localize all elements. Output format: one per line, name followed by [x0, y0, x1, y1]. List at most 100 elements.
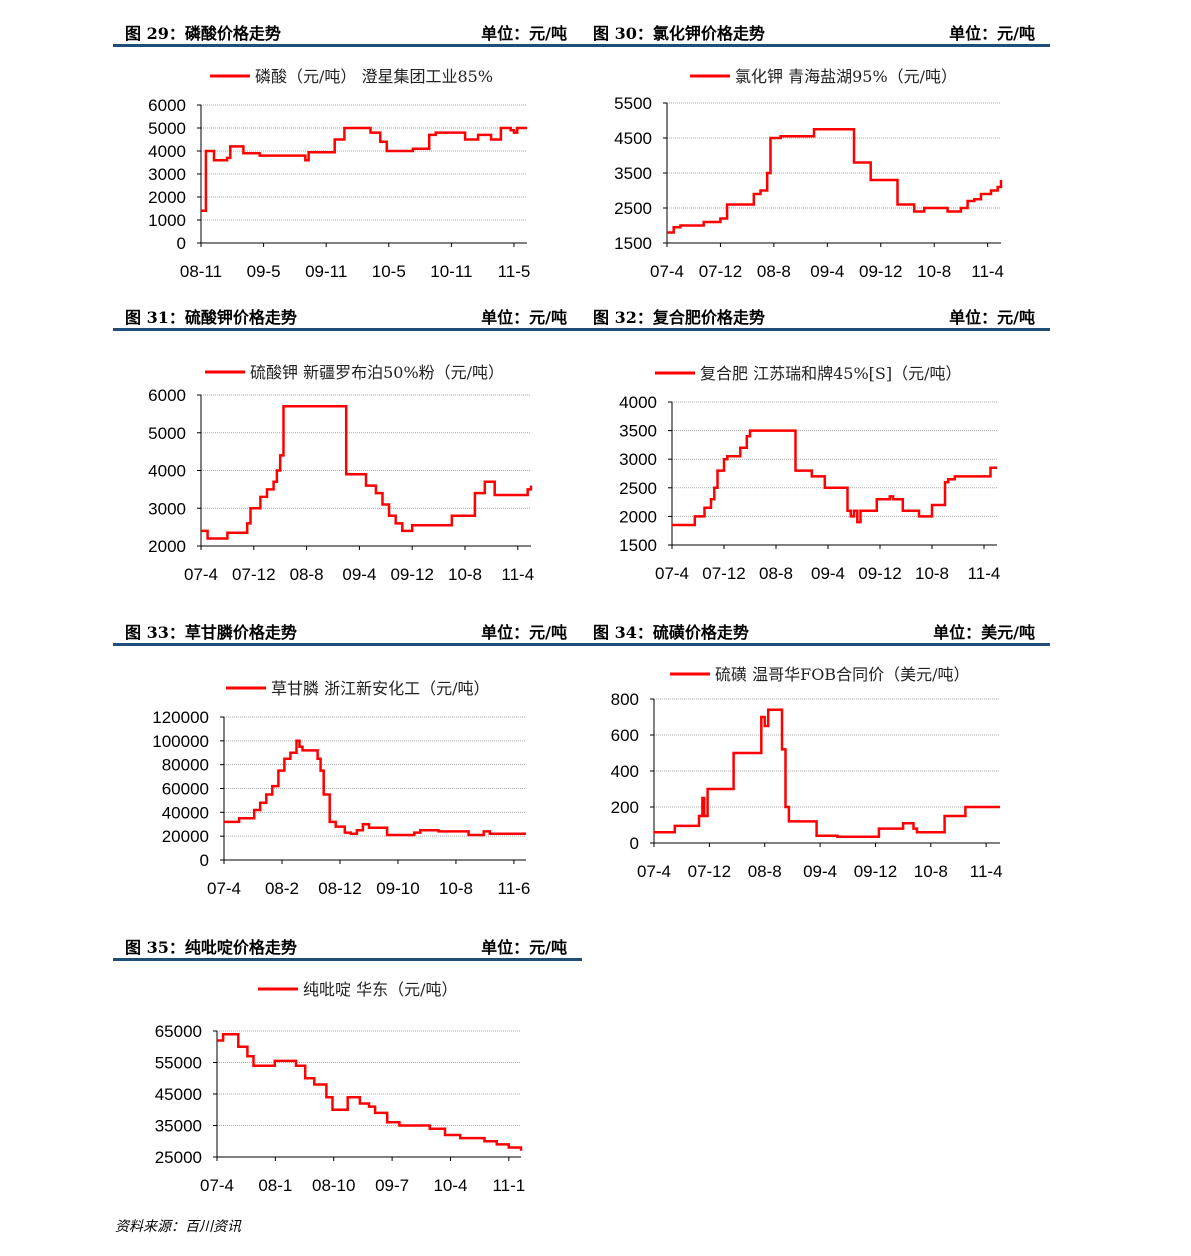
y-tick-label: 3500 [619, 422, 657, 441]
y-tick-label: 80000 [162, 756, 209, 775]
x-tick-label: 08-8 [290, 565, 324, 584]
x-tick-label: 07-4 [207, 879, 241, 898]
x-tick-label: 08-2 [265, 879, 299, 898]
x-tick-label: 10-8 [915, 564, 949, 583]
x-tick-label: 07-4 [637, 862, 671, 881]
chart-29: 磷酸（元/吨） 澄星集团工业85% 6000 5000 4000 3000 2000 100… [148, 67, 530, 281]
figure-title: 图 35：纯吡啶价格走势 [125, 938, 297, 957]
header-rule [113, 44, 582, 47]
x-tick-label: 09-4 [803, 862, 837, 881]
legend-label: 草甘膦 浙江新安化工（元/吨） [271, 679, 489, 698]
x-tick-label: 09-7 [375, 1176, 409, 1195]
chart-35: 纯吡啶 华东（元/吨） 65000 55000 45000 35000 25000 07-4… [155, 980, 526, 1195]
x-tick-label: 08-10 [312, 1176, 355, 1195]
x-tick-label: 10-4 [433, 1176, 467, 1195]
figure-header-33: 图 33：草甘膦价格走势 单位：元/吨 [113, 619, 581, 642]
x-tick-label: 10-11 [430, 262, 472, 281]
x-tick-label: 11-1 [492, 1176, 525, 1195]
figure-title: 图 34：硫磺价格走势 [593, 623, 749, 642]
x-tick-label: 09-12 [390, 565, 433, 584]
x-tick-label: 10-8 [917, 262, 951, 281]
price-series-line [217, 1032, 523, 1151]
header-rule [581, 44, 1050, 47]
x-tick-label: 09-4 [811, 564, 845, 583]
unit-label: 单位：元/吨 [481, 623, 567, 642]
figure-header-31: 图 31：硫酸钾价格走势 单位：元/吨 [113, 304, 581, 327]
y-tick-label: 2000 [148, 537, 186, 556]
x-tick-label: 11-4 [968, 564, 1001, 583]
x-tick-label: 11-5 [498, 262, 531, 281]
y-tick-label: 120000 [152, 708, 209, 727]
y-tick-label: 45000 [155, 1085, 202, 1104]
x-tick-label: 07-12 [232, 565, 275, 584]
figure-header-30: 图 30：氯化钾价格走势 单位：元/吨 [581, 20, 1049, 43]
y-tick-label: 35000 [155, 1117, 202, 1136]
figure-title: 图 32：复合肥价格走势 [593, 308, 765, 327]
header-rule [113, 958, 582, 961]
y-tick-label: 5000 [148, 119, 186, 138]
figure-title: 图 29：磷酸价格走势 [125, 24, 281, 43]
x-tick-label: 09-5 [247, 262, 281, 281]
x-tick-label: 10-8 [914, 862, 948, 881]
y-tick-label: 40000 [162, 803, 209, 822]
y-tick-label: 60000 [162, 780, 209, 799]
x-tick-label: 07-4 [650, 262, 684, 281]
y-tick-label: 200 [611, 798, 639, 817]
price-series-line [672, 429, 997, 527]
figure-title: 图 33：草甘膦价格走势 [125, 623, 297, 642]
header-rule [581, 643, 1050, 646]
y-tick-label: 4000 [148, 462, 186, 481]
y-tick-label: 5000 [148, 424, 186, 443]
y-tick-label: 4000 [619, 393, 657, 412]
y-tick-label: 100000 [152, 732, 209, 751]
y-tick-label: 400 [611, 762, 639, 781]
chart-34: 硫磺 温哥华FOB合同价（美元/吨） 800 600 400 200 0 07-4 07-12… [611, 665, 1003, 881]
x-tick-label: 08-12 [318, 879, 361, 898]
unit-label: 单位：元/吨 [949, 24, 1035, 43]
x-tick-label: 07-4 [200, 1176, 234, 1195]
x-tick-label: 07-12 [699, 262, 742, 281]
x-tick-label: 09-12 [858, 564, 901, 583]
y-tick-label: 0 [630, 834, 639, 853]
x-tick-label: 07-12 [688, 862, 731, 881]
unit-label: 单位：元/吨 [481, 938, 567, 957]
x-tick-label: 09-12 [854, 862, 897, 881]
y-tick-label: 1000 [148, 211, 186, 230]
figure-header-34: 图 34：硫磺价格走势 单位：美元/吨 [581, 619, 1049, 642]
legend-label: 硫酸钾 新疆罗布泊50%粉（元/吨） [250, 363, 504, 382]
y-tick-label: 2000 [148, 188, 186, 207]
chart-33: 草甘膦 浙江新安化工（元/吨） 120000 100000 80000 60000 400… [152, 679, 530, 898]
legend-label: 氯化钾 青海盐湖95%（元/吨） [735, 67, 957, 86]
figure-title: 图 31：硫酸钾价格走势 [125, 308, 297, 327]
x-tick-label: 08-11 [180, 262, 222, 281]
x-tick-label: 08-8 [748, 862, 782, 881]
y-tick-label: 55000 [155, 1054, 202, 1073]
figure-header-35: 图 35：纯吡啶价格走势 单位：元/吨 [113, 934, 581, 957]
y-tick-label: 0 [177, 234, 186, 253]
x-tick-label: 09-4 [342, 565, 376, 584]
chart-30: 氯化钾 青海盐湖95%（元/吨） 5500 4500 3500 2500 1500 07-4… [614, 67, 1004, 281]
y-tick-label: 5500 [614, 94, 652, 113]
x-tick-label: 10-5 [372, 262, 406, 281]
y-tick-label: 20000 [162, 827, 209, 846]
unit-label: 单位：元/吨 [481, 308, 567, 327]
x-tick-label: 07-12 [702, 564, 745, 583]
chart-31: 硫酸钾 新疆罗布泊50%粉（元/吨） 6000 5000 4000 3000 2000 07… [148, 363, 534, 584]
x-tick-label: 09-10 [376, 879, 419, 898]
y-tick-label: 600 [611, 726, 639, 745]
y-tick-label: 0 [200, 851, 209, 870]
x-tick-label: 11-4 [501, 565, 534, 584]
unit-label: 单位：美元/吨 [933, 623, 1035, 642]
x-tick-label: 10-8 [448, 565, 482, 584]
y-tick-label: 4500 [614, 129, 652, 148]
price-series-line [654, 708, 1000, 838]
price-series-line [667, 128, 1003, 234]
price-series-line [201, 126, 527, 213]
figure-header-29: 图 29：磷酸价格走势 单位：元/吨 [113, 20, 581, 43]
x-tick-label: 11-4 [971, 262, 1004, 281]
figure-header-32: 图 32：复合肥价格走势 单位：元/吨 [581, 304, 1049, 327]
chart-32: 复合肥 江苏瑞和牌45%[S]（元/吨） 4000 3500 3000 2500 2000… [619, 364, 1000, 583]
header-rule [113, 328, 582, 331]
